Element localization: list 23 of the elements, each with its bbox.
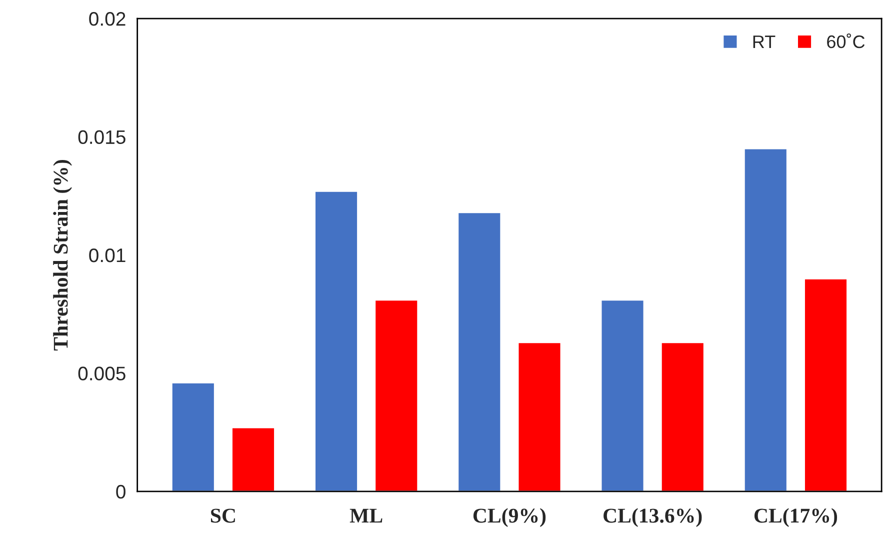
y-tick-label: 0.02	[89, 12, 126, 26]
bar	[600, 299, 645, 492]
x-tick-label: SC	[211, 508, 235, 523]
x-tick-label: CL(17%)	[754, 508, 838, 527]
x-tick-label: CL(9%)	[473, 508, 546, 527]
y-axis-title: Threshold Strain (%)	[53, 160, 72, 351]
legend-label: RT	[753, 36, 776, 48]
y-tick-label: 0.015	[78, 130, 126, 144]
bar	[457, 212, 502, 492]
bar	[660, 342, 705, 492]
x-tick-label: ML	[350, 508, 382, 523]
bar	[314, 190, 358, 492]
bar	[804, 278, 848, 492]
bar	[374, 299, 419, 492]
y-tick-label: 0.005	[78, 366, 126, 380]
y-tick-label: 0	[116, 484, 126, 499]
x-tick-label: CL(13.6%)	[604, 508, 702, 527]
bar	[170, 382, 216, 492]
bar	[231, 426, 276, 492]
bar	[517, 342, 562, 492]
bar	[743, 148, 788, 492]
y-tick-label: 0.01	[89, 248, 126, 262]
legend-label: 60˚C	[827, 33, 865, 48]
